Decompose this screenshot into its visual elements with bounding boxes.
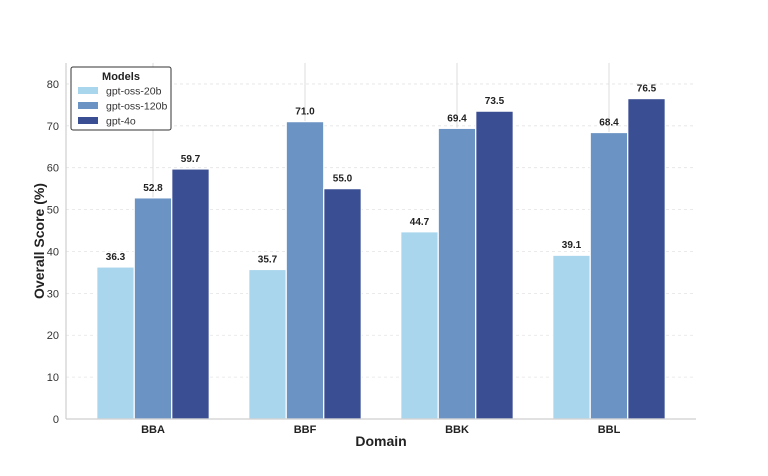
data-label: 52.8 — [143, 183, 163, 194]
y-tick-label: 60 — [47, 163, 59, 175]
y-axis-label: Overall Score (%) — [31, 183, 47, 299]
y-tick-label: 40 — [47, 246, 59, 258]
y-tick-label: 50 — [47, 205, 59, 217]
x-tick-label: BBF — [294, 424, 317, 436]
data-label: 39.1 — [562, 240, 582, 251]
data-label: 55.0 — [333, 174, 353, 185]
bar-gpt-oss-120b-BBF — [285, 121, 325, 420]
legend-box — [70, 66, 172, 131]
legend: Models gpt-oss-20b gpt-oss-120b gpt-4o — [70, 66, 172, 131]
legend-label: gpt-4o — [106, 116, 136, 128]
legend-title: Models — [102, 71, 140, 83]
bar-gpt-4o-BBK — [475, 110, 514, 420]
bar-gpt-oss-120b-BBA — [133, 197, 173, 420]
data-label: 69.4 — [447, 113, 467, 124]
x-tick-label: BBK — [445, 424, 469, 436]
legend-swatch-gpt-oss-120b — [78, 102, 98, 109]
x-axis-label: Domain — [355, 433, 406, 449]
bar-gpt-oss-20b-BBA — [96, 266, 135, 420]
bar-gpt-oss-120b-BBL — [589, 131, 629, 420]
legend-swatch-gpt-4o — [78, 117, 98, 124]
bar-gpt-oss-20b-BBF — [248, 268, 287, 420]
x-tick-label: BBA — [141, 424, 165, 436]
bar-gpt-4o-BBL — [627, 97, 666, 420]
y-tick-label: 70 — [47, 121, 59, 133]
data-label: 71.0 — [295, 107, 315, 118]
data-label: 76.5 — [637, 84, 657, 95]
bar-gpt-oss-120b-BBK — [437, 127, 477, 420]
data-labels: 36.3 35.7 44.7 39.1 52.8 71.0 69.4 68.4 59.7 55.0… — [106, 84, 657, 266]
bar-gpt-4o-BBA — [171, 168, 210, 420]
bar-gpt-4o-BBF — [323, 188, 362, 420]
data-label: 44.7 — [410, 217, 430, 228]
y-tick-label: 80 — [47, 79, 59, 91]
bar-gpt-oss-20b-BBL — [552, 254, 591, 420]
y-tick-label: 30 — [47, 288, 59, 300]
legend-label: gpt-oss-120b — [106, 101, 167, 113]
data-label: 59.7 — [181, 154, 201, 165]
bar-gpt-oss-20b-BBK — [400, 231, 439, 420]
y-tick-label: 20 — [47, 330, 59, 342]
y-tick-label: 0 — [53, 414, 59, 426]
data-label: 36.3 — [106, 252, 126, 263]
legend-label: gpt-oss-20b — [106, 86, 162, 98]
data-label: 73.5 — [485, 96, 505, 107]
data-label: 35.7 — [258, 254, 278, 265]
axes: 0 10 20 30 40 50 60 70 80 BBA BBF BBK BBL — [47, 63, 696, 436]
y-tick-label: 10 — [47, 372, 59, 384]
bars — [96, 97, 666, 420]
x-tick-label: BBL — [598, 424, 621, 436]
legend-swatch-gpt-oss-20b — [78, 87, 98, 94]
data-label: 68.4 — [599, 118, 619, 129]
